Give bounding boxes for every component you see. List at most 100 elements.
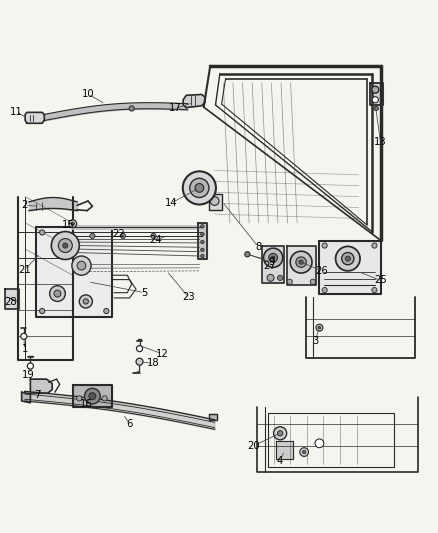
Circle shape bbox=[89, 393, 96, 400]
Circle shape bbox=[39, 309, 45, 313]
Text: 6: 6 bbox=[126, 419, 133, 429]
Circle shape bbox=[201, 224, 204, 228]
Polygon shape bbox=[5, 289, 19, 309]
Circle shape bbox=[102, 395, 107, 401]
Circle shape bbox=[77, 261, 86, 270]
Circle shape bbox=[310, 279, 315, 285]
Text: 12: 12 bbox=[156, 349, 169, 359]
Text: 4: 4 bbox=[277, 456, 283, 466]
Circle shape bbox=[63, 243, 68, 248]
Circle shape bbox=[71, 222, 74, 225]
Circle shape bbox=[90, 233, 95, 239]
Text: 22: 22 bbox=[112, 229, 125, 239]
Text: 23: 23 bbox=[182, 292, 195, 302]
Text: 7: 7 bbox=[35, 390, 41, 400]
Circle shape bbox=[315, 439, 324, 448]
Circle shape bbox=[201, 232, 204, 236]
Text: 19: 19 bbox=[21, 370, 34, 380]
Circle shape bbox=[287, 279, 292, 285]
Circle shape bbox=[299, 260, 303, 264]
Circle shape bbox=[83, 299, 88, 304]
Circle shape bbox=[210, 197, 219, 205]
Circle shape bbox=[374, 106, 378, 111]
Circle shape bbox=[151, 233, 156, 239]
Polygon shape bbox=[30, 379, 52, 393]
Circle shape bbox=[278, 275, 283, 280]
Polygon shape bbox=[73, 385, 112, 407]
Circle shape bbox=[104, 309, 109, 313]
Text: 15: 15 bbox=[62, 220, 75, 230]
Text: 14: 14 bbox=[165, 198, 177, 208]
Circle shape bbox=[342, 253, 354, 265]
Circle shape bbox=[302, 450, 306, 454]
Circle shape bbox=[278, 431, 283, 436]
Circle shape bbox=[54, 290, 61, 297]
Text: 27: 27 bbox=[263, 261, 276, 271]
Text: 26: 26 bbox=[315, 266, 328, 276]
Circle shape bbox=[137, 345, 143, 352]
Circle shape bbox=[190, 179, 209, 198]
Circle shape bbox=[201, 248, 204, 252]
Circle shape bbox=[85, 389, 100, 404]
Text: 13: 13 bbox=[374, 137, 387, 147]
Circle shape bbox=[372, 96, 378, 103]
Circle shape bbox=[79, 295, 92, 308]
Circle shape bbox=[300, 448, 308, 456]
Circle shape bbox=[296, 257, 306, 268]
Polygon shape bbox=[276, 441, 293, 459]
Text: 8: 8 bbox=[255, 242, 261, 252]
Circle shape bbox=[49, 286, 65, 302]
Circle shape bbox=[267, 274, 274, 281]
Polygon shape bbox=[287, 246, 316, 285]
Text: 1: 1 bbox=[21, 344, 28, 354]
Polygon shape bbox=[262, 246, 285, 283]
Circle shape bbox=[245, 252, 250, 257]
Circle shape bbox=[269, 253, 278, 262]
Text: 20: 20 bbox=[247, 440, 260, 450]
Circle shape bbox=[272, 256, 275, 260]
Circle shape bbox=[372, 243, 377, 248]
Text: 25: 25 bbox=[374, 276, 387, 286]
Text: 17: 17 bbox=[169, 103, 182, 114]
Polygon shape bbox=[25, 112, 44, 123]
Circle shape bbox=[27, 363, 33, 369]
Circle shape bbox=[345, 256, 350, 261]
Text: 9: 9 bbox=[268, 257, 275, 267]
Circle shape bbox=[58, 239, 72, 253]
Circle shape bbox=[72, 256, 91, 275]
Polygon shape bbox=[21, 392, 30, 403]
Circle shape bbox=[195, 183, 204, 192]
Circle shape bbox=[322, 287, 327, 293]
Text: 28: 28 bbox=[4, 297, 17, 308]
Circle shape bbox=[316, 324, 323, 331]
Circle shape bbox=[21, 333, 27, 340]
Text: 11: 11 bbox=[10, 107, 22, 117]
Circle shape bbox=[372, 86, 379, 93]
Text: 5: 5 bbox=[141, 288, 148, 298]
Text: 24: 24 bbox=[149, 235, 162, 245]
Polygon shape bbox=[198, 223, 207, 259]
Text: 16: 16 bbox=[79, 399, 92, 409]
Circle shape bbox=[318, 326, 321, 329]
Text: 3: 3 bbox=[312, 336, 318, 346]
Circle shape bbox=[51, 231, 79, 260]
Polygon shape bbox=[183, 94, 205, 108]
Text: 10: 10 bbox=[82, 89, 94, 99]
Circle shape bbox=[201, 254, 204, 258]
Circle shape bbox=[39, 230, 45, 235]
Polygon shape bbox=[209, 194, 223, 210]
Circle shape bbox=[120, 233, 126, 239]
Text: 21: 21 bbox=[18, 265, 31, 275]
Text: 18: 18 bbox=[147, 358, 160, 368]
Circle shape bbox=[136, 358, 143, 365]
Circle shape bbox=[183, 171, 216, 205]
Text: 2: 2 bbox=[21, 200, 28, 211]
Polygon shape bbox=[209, 414, 217, 420]
Circle shape bbox=[322, 243, 327, 248]
Circle shape bbox=[201, 240, 204, 244]
Circle shape bbox=[336, 246, 360, 271]
Polygon shape bbox=[318, 241, 381, 294]
Circle shape bbox=[69, 220, 77, 228]
Circle shape bbox=[372, 287, 377, 293]
Polygon shape bbox=[36, 227, 112, 317]
